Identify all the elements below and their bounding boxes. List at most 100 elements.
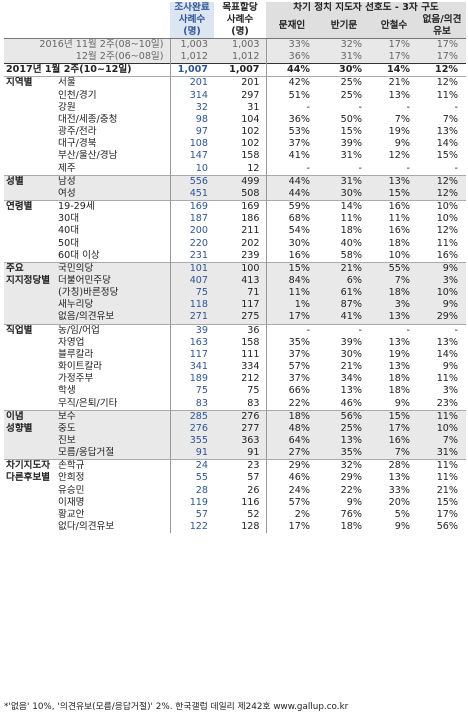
table-row: 60대 이상 231 239 16% 58% 10% 16%: [4, 249, 466, 263]
pct-cell-3: 9%: [394, 138, 410, 150]
pct-cell-1: 37%: [265, 373, 318, 386]
pct-cell-2: 22%: [340, 484, 362, 496]
pct-cell-3: 55%: [370, 261, 418, 275]
sample-count: 276: [169, 422, 214, 435]
pct-cell-4: -: [454, 101, 459, 113]
table-row: 40대 200 211 54% 18% 16% 12%: [4, 225, 466, 238]
weighted-count: 102: [241, 138, 260, 150]
pct-cell-2: 29%: [340, 472, 362, 484]
group-label: 지역별: [4, 76, 56, 90]
pct-cell-3: 19%: [388, 126, 410, 138]
weighted-count: 158: [241, 336, 260, 348]
row-label: 자영업: [58, 336, 85, 348]
pct-cell-4: 10%: [418, 287, 467, 300]
pct-cell-2: 21%: [340, 361, 362, 373]
pct-cell-1: 16%: [265, 249, 318, 263]
pct-cell-1: 53%: [265, 126, 318, 139]
sample-count: 122: [169, 521, 214, 534]
row-label: 가정주부: [58, 373, 94, 385]
weighted-count: 363: [214, 435, 266, 448]
weighted-count: 26: [247, 484, 260, 496]
pct-cell-1: 36%: [265, 113, 318, 127]
pct-cell-4: 10%: [418, 422, 467, 435]
pct-cell-3: 3%: [370, 299, 418, 312]
table-header-row-3: (명) (명): [4, 26, 466, 39]
pct-cell-2: 6%: [318, 274, 370, 288]
group-label: 연령별: [4, 200, 56, 214]
group-label: [4, 398, 56, 411]
sample-count: 200: [169, 225, 214, 238]
row-label: 2016년 11월 2주(08~10일): [4, 38, 170, 52]
row-label: 인천/경기: [58, 89, 97, 101]
weighted-count: 276: [214, 409, 266, 423]
pct-cell-4: 13%: [436, 336, 459, 348]
pct-cell-4: 13%: [436, 126, 459, 138]
table-row: 화이트칼라 341 334 57% 21% 13% 9%: [4, 361, 466, 374]
pct-cell-2: 30%: [318, 63, 370, 77]
sample-count: 57: [169, 508, 214, 522]
weighted-count: 52: [247, 508, 260, 520]
pct-cell-3: 5%: [394, 508, 410, 520]
pct-cell-1: 17%: [265, 521, 318, 534]
pct-cell-1: 37%: [265, 348, 318, 362]
table-row: 없음/의견유보 271 275 17% 41% 13% 29%: [4, 311, 467, 325]
sample-count: 189: [169, 373, 214, 386]
pct-cell-1: 68%: [265, 213, 318, 226]
weighted-count: 202: [241, 237, 260, 249]
pct-cell-2: 18%: [340, 225, 362, 237]
group-label: [4, 373, 56, 385]
pct-cell-4: 9%: [418, 299, 467, 312]
pct-cell-3: 13%: [370, 174, 418, 188]
pct-cell-3: 20%: [388, 496, 410, 508]
header-candidate-4: 없음/의견유보: [418, 14, 467, 39]
sample-count: 75: [169, 385, 214, 398]
pct-cell-1: 30%: [265, 237, 318, 250]
pct-cell-4: 7%: [442, 113, 459, 125]
table-row: 부산/울산/경남 147 158 41% 31% 12% 15%: [4, 150, 466, 163]
header-candidate-1: 문재인: [266, 14, 318, 39]
pct-cell-4: 11%: [436, 237, 459, 249]
pct-cell-1: 44%: [265, 187, 318, 201]
table-row: 강원 32 31- - - -: [4, 101, 466, 114]
pct-cell-1: 84%: [265, 274, 318, 288]
sample-count: 355: [169, 435, 214, 448]
pct-cell-2: 32%: [318, 38, 370, 52]
sample-count: 24: [169, 459, 214, 473]
table-row: 가정주부 189 212 37% 34% 18% 11%: [4, 373, 466, 386]
group-label: [4, 521, 56, 533]
weighted-count: 212: [241, 373, 260, 385]
pct-cell-2: -: [318, 323, 370, 337]
weighted-count: 334: [241, 361, 260, 373]
pct-cell-3: 28%: [370, 459, 418, 473]
pct-cell-4: 14%: [436, 348, 459, 360]
poll-table: 조사완료 목표할당 차기 정치 지도자 선호도 - 3자 구도 사례수 사례수 …: [4, 2, 467, 534]
sample-count: 117: [169, 348, 214, 362]
pct-cell-2: 31%: [340, 150, 362, 162]
pct-cell-4: 11%: [436, 89, 459, 101]
row-label: 진보: [56, 435, 170, 448]
pct-cell-1: 15%: [265, 261, 318, 275]
row-label: 대구/경북: [58, 138, 97, 150]
row-label: 광주/전라: [58, 126, 97, 138]
group-label: [4, 238, 56, 250]
table-row: 여성 451 508 44% 30% 15% 12%: [4, 187, 467, 201]
pct-cell-4: 9%: [418, 261, 467, 275]
row-label: 19-29세: [56, 200, 170, 214]
row-label: 60대 이상: [58, 249, 100, 261]
row-label: 더불어민주당: [56, 274, 170, 288]
pct-cell-1: 57%: [265, 361, 318, 374]
sample-count: 10: [169, 162, 214, 176]
group-label: [4, 150, 56, 162]
weighted-count: 102: [241, 126, 260, 138]
pct-cell-2: 35%: [318, 447, 370, 460]
row-label: 남성: [56, 174, 170, 188]
sample-count: 187: [169, 213, 214, 226]
pct-cell-4: 23%: [436, 397, 459, 409]
pct-cell-3: 17%: [370, 38, 418, 52]
group-label: [4, 349, 56, 361]
pct-cell-1: 57%: [265, 496, 318, 509]
pct-cell-1: 44%: [265, 174, 318, 188]
pct-cell-1: 64%: [265, 435, 318, 448]
weighted-count: 1,007: [214, 63, 266, 77]
pct-cell-1: 35%: [265, 336, 318, 349]
